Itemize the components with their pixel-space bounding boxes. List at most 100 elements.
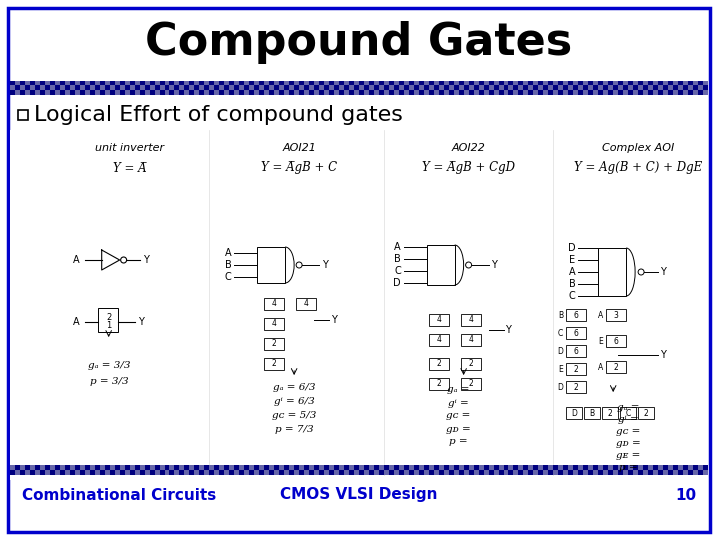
Bar [364, 470, 369, 475]
Bar [648, 85, 653, 90]
Bar [65, 465, 70, 470]
Bar [249, 85, 254, 90]
Bar [349, 90, 354, 95]
Bar [254, 90, 259, 95]
Bar [289, 465, 294, 470]
Bar [215, 81, 220, 85]
Bar [394, 81, 399, 85]
Bar [498, 470, 503, 475]
Bar [489, 81, 493, 85]
Bar [374, 85, 379, 90]
Bar [653, 81, 658, 85]
Bar [309, 85, 314, 90]
Bar [384, 85, 389, 90]
Bar [414, 465, 419, 470]
Bar [653, 470, 658, 475]
Text: Y: Y [331, 315, 337, 325]
Bar [254, 470, 259, 475]
Bar [428, 81, 433, 85]
Text: p =: p = [449, 437, 468, 447]
Bar [643, 470, 648, 475]
Bar [324, 465, 329, 470]
Bar [184, 85, 189, 90]
Bar [549, 81, 554, 85]
Bar [25, 470, 30, 475]
Bar [220, 90, 225, 95]
Bar [70, 85, 75, 90]
Bar [653, 90, 658, 95]
Bar [10, 130, 708, 480]
Bar [20, 470, 25, 475]
Bar [140, 85, 145, 90]
Bar [523, 85, 528, 90]
Bar [225, 85, 230, 90]
Text: AOI21: AOI21 [282, 143, 316, 153]
Bar [608, 90, 613, 95]
Bar [304, 85, 309, 90]
Bar [369, 81, 374, 85]
Bar [703, 85, 708, 90]
Bar [259, 85, 264, 90]
Bar [583, 90, 588, 95]
Bar [394, 90, 399, 95]
Bar [45, 470, 50, 475]
Bar [35, 81, 40, 85]
Bar [239, 81, 244, 85]
Bar [683, 81, 688, 85]
Bar [404, 90, 409, 95]
Bar [319, 90, 324, 95]
Bar [155, 470, 160, 475]
Bar [80, 81, 85, 85]
Bar [10, 465, 15, 470]
Bar [179, 470, 184, 475]
Text: Y = A̅gB + C: Y = A̅gB + C [261, 161, 337, 174]
Bar [444, 81, 449, 85]
Bar [454, 465, 459, 470]
Bar [544, 90, 549, 95]
Bar [215, 465, 220, 470]
Bar [549, 465, 554, 470]
Bar [85, 465, 90, 470]
Bar [404, 465, 409, 470]
Bar [135, 470, 140, 475]
Bar [90, 465, 95, 470]
Bar [573, 90, 578, 95]
Bar [484, 470, 489, 475]
Bar [294, 85, 299, 90]
Bar [359, 470, 364, 475]
Bar [239, 85, 244, 90]
Bar [264, 470, 269, 475]
Bar [534, 81, 539, 85]
Bar [75, 90, 80, 95]
Bar [65, 90, 70, 95]
Bar [30, 470, 35, 475]
Bar [294, 81, 299, 85]
Bar [404, 85, 409, 90]
Bar [623, 90, 628, 95]
Bar [199, 85, 204, 90]
Bar [484, 90, 489, 95]
Text: 4: 4 [468, 315, 473, 325]
Bar [493, 470, 498, 475]
Bar [349, 85, 354, 90]
Bar [204, 470, 210, 475]
Bar [299, 81, 304, 85]
Text: Combinational Circuits: Combinational Circuits [22, 488, 216, 503]
Bar [169, 470, 174, 475]
Bar [10, 470, 15, 475]
Text: D: D [557, 382, 563, 392]
Bar [698, 85, 703, 90]
Text: gⁱ =: gⁱ = [449, 399, 469, 408]
Bar [438, 465, 444, 470]
Bar [145, 465, 150, 470]
Bar [35, 90, 40, 95]
Bar [25, 81, 30, 85]
Bar [169, 81, 174, 85]
Bar [60, 470, 65, 475]
Bar [573, 85, 578, 90]
Bar [528, 90, 534, 95]
Bar [428, 465, 433, 470]
Bar [254, 465, 259, 470]
Bar [454, 470, 459, 475]
Bar [608, 465, 613, 470]
